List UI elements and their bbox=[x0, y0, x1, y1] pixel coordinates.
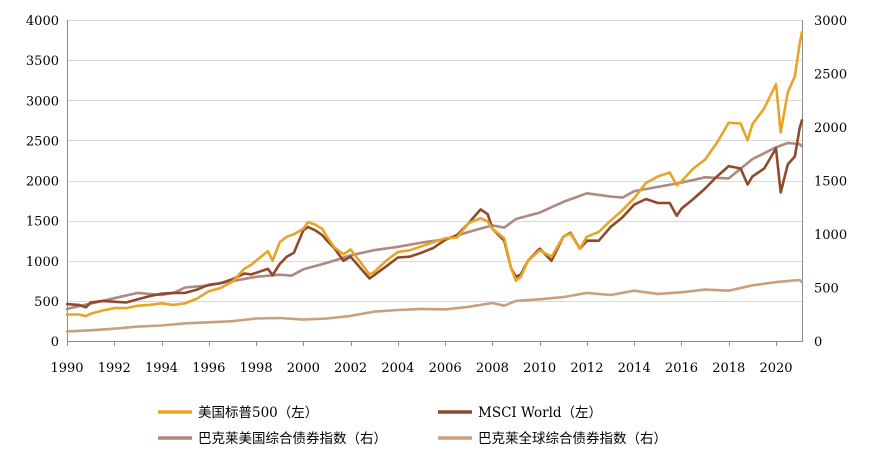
legend-label: 巴克莱全球综合债券指数（右） bbox=[478, 430, 667, 447]
right-y-tick-label: 500 bbox=[814, 282, 839, 297]
right-y-tick-label: 0 bbox=[814, 335, 822, 350]
left-y-tick-label: 1500 bbox=[26, 215, 59, 230]
left-y-tick-label: 0 bbox=[51, 335, 59, 350]
series-lines bbox=[65, 30, 804, 333]
x-tick-label: 1992 bbox=[98, 361, 131, 376]
right-y-tick-label: 3000 bbox=[814, 14, 847, 29]
x-tick-label: 1990 bbox=[50, 361, 83, 376]
series-line-1 bbox=[65, 30, 804, 318]
legend: 美国标普500（左） MSCI World（左） 巴克莱美国综合债券指数（右） 巴克莱… bbox=[158, 405, 667, 447]
x-tick-label: 2010 bbox=[523, 361, 556, 376]
legend-label: MSCI World（左） bbox=[478, 405, 602, 421]
left-y-tick-label: 500 bbox=[34, 295, 59, 310]
x-tick-label: 1998 bbox=[240, 361, 273, 376]
series-line-2 bbox=[65, 119, 804, 309]
legend-label: 美国标普500（左） bbox=[198, 405, 318, 421]
x-tick-label: 2016 bbox=[665, 361, 698, 376]
left-y-tick-label: 2500 bbox=[26, 134, 59, 149]
right-y-tick-label: 2000 bbox=[814, 121, 847, 136]
x-tick-label: 1994 bbox=[145, 361, 178, 376]
legend-label: 巴克莱美国综合债券指数（右） bbox=[198, 431, 387, 447]
x-tick-label: 2006 bbox=[429, 361, 462, 376]
x-tick-label: 2020 bbox=[759, 361, 792, 376]
left-y-tick-label: 3500 bbox=[26, 54, 59, 69]
x-tick-label: 2008 bbox=[476, 361, 509, 376]
x-tick-label: 2012 bbox=[570, 361, 603, 376]
x-tick-label: 2002 bbox=[334, 361, 367, 376]
x-tick-label: 2000 bbox=[287, 361, 320, 376]
axes bbox=[67, 20, 803, 342]
gridlines bbox=[67, 20, 802, 302]
left-y-tick-label: 2000 bbox=[26, 175, 59, 190]
x-tick-label: 2018 bbox=[712, 361, 745, 376]
x-tick-label: 1996 bbox=[192, 361, 225, 376]
tick-labels: 0 500 1000 1500 2000 2500 3000 3500 4000 0 500 1000… bbox=[26, 14, 847, 376]
x-tick-label: 2014 bbox=[618, 361, 651, 376]
x-tick-label: 2004 bbox=[381, 361, 414, 376]
series-line-3 bbox=[65, 141, 804, 311]
right-y-tick-label: 1000 bbox=[814, 228, 847, 243]
right-y-tick-label: 2500 bbox=[814, 68, 847, 83]
left-y-tick-label: 3000 bbox=[26, 94, 59, 109]
left-y-tick-label: 1000 bbox=[26, 255, 59, 270]
left-y-tick-label: 4000 bbox=[26, 14, 59, 29]
right-y-tick-label: 1500 bbox=[814, 175, 847, 190]
series-line-4 bbox=[65, 278, 804, 333]
